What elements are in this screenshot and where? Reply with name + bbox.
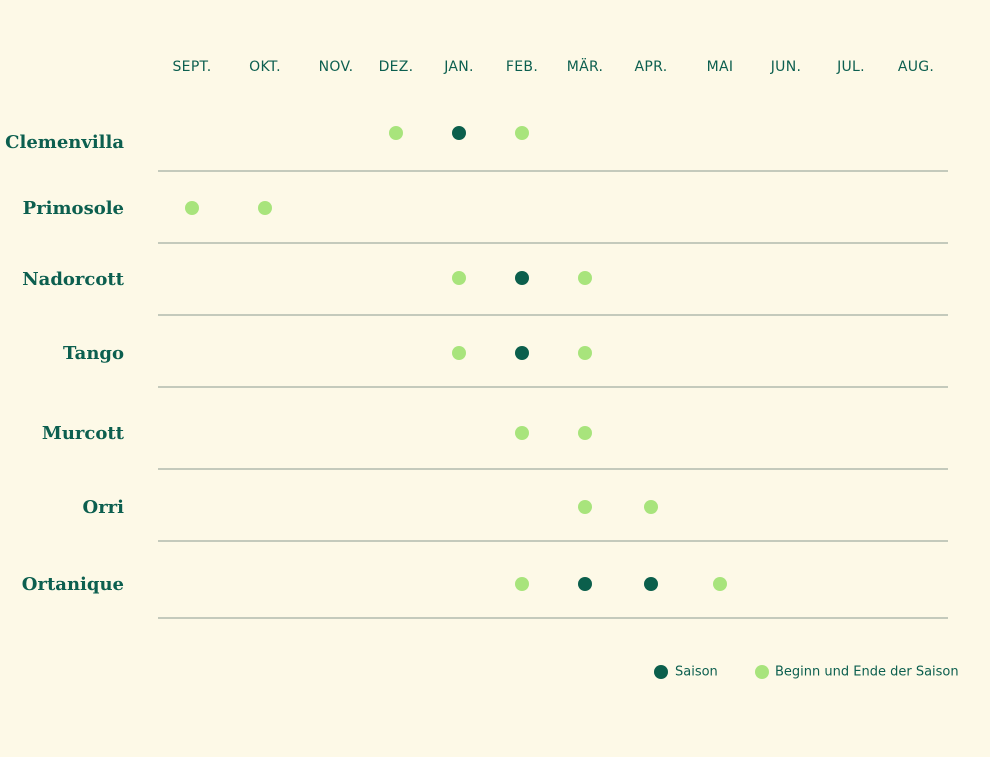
season-dot bbox=[578, 577, 592, 591]
variety-label: Murcott bbox=[42, 423, 125, 444]
variety-label: Ortanique bbox=[22, 574, 124, 595]
begin-end-dot bbox=[578, 426, 592, 440]
variety-label: Clemenvilla bbox=[5, 132, 124, 153]
begin-end-dot bbox=[452, 346, 466, 360]
legend-begin-end-label: Beginn und Ende der Saison bbox=[775, 665, 959, 680]
month-label: DEZ. bbox=[379, 59, 414, 75]
begin-end-dot bbox=[185, 201, 199, 215]
begin-end-dot bbox=[515, 577, 529, 591]
season-dot bbox=[452, 126, 466, 140]
begin-end-dot bbox=[713, 577, 727, 591]
season-dot bbox=[515, 346, 529, 360]
legend-begin-end-swatch bbox=[755, 665, 769, 679]
variety-label: Nadorcott bbox=[22, 269, 124, 290]
month-label: OKT. bbox=[249, 59, 281, 75]
begin-end-dot bbox=[515, 426, 529, 440]
begin-end-dot bbox=[578, 271, 592, 285]
month-label: MÄR. bbox=[567, 57, 604, 75]
season-dot bbox=[644, 577, 658, 591]
month-label: FEB. bbox=[506, 59, 538, 75]
month-label: SEPT. bbox=[172, 59, 211, 75]
season-dot bbox=[515, 271, 529, 285]
variety-label: Orri bbox=[83, 497, 125, 518]
month-label: APR. bbox=[635, 59, 668, 75]
begin-end-dot bbox=[578, 346, 592, 360]
month-label: JAN. bbox=[443, 59, 474, 75]
legend-season-swatch bbox=[654, 665, 668, 679]
begin-end-dot bbox=[578, 500, 592, 514]
variety-label: Tango bbox=[63, 343, 124, 364]
month-label: JUL. bbox=[836, 59, 865, 75]
begin-end-dot bbox=[258, 201, 272, 215]
begin-end-dot bbox=[515, 126, 529, 140]
begin-end-dot bbox=[644, 500, 658, 514]
month-label: NOV. bbox=[319, 59, 354, 75]
legend-season-label: Saison bbox=[675, 665, 718, 680]
begin-end-dot bbox=[452, 271, 466, 285]
month-label: MAI bbox=[707, 59, 734, 75]
month-label: JUN. bbox=[770, 59, 802, 75]
begin-end-dot bbox=[389, 126, 403, 140]
month-label: AUG. bbox=[898, 59, 934, 75]
variety-label: Primosole bbox=[23, 198, 124, 219]
